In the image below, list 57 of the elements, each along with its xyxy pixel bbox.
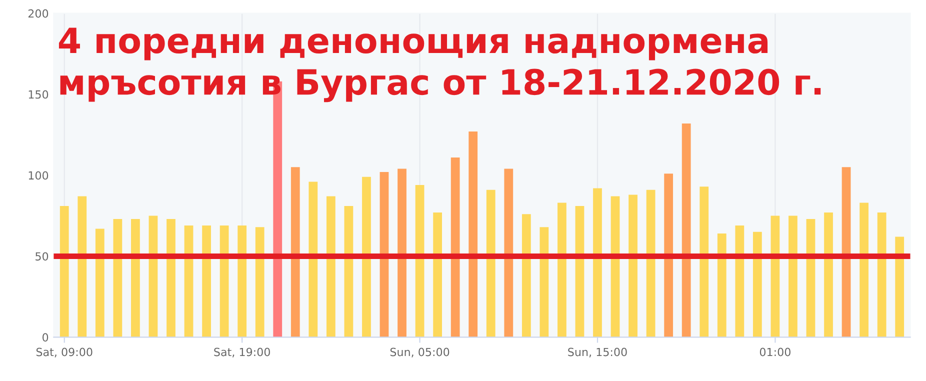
bar: [628, 194, 638, 338]
bar: [752, 232, 762, 338]
bar: [131, 218, 140, 338]
bar: [806, 218, 816, 338]
y-tick-label: 200: [28, 9, 48, 18]
bar: [113, 218, 122, 338]
bar: [238, 225, 247, 338]
bar: [575, 206, 584, 338]
y-tick-label: 0: [42, 333, 48, 342]
bar: [717, 234, 726, 338]
x-tick-label: Sat, 19:00: [214, 348, 270, 358]
bar: [468, 132, 478, 338]
y-tick-label: 50: [36, 252, 48, 261]
bar: [202, 225, 211, 338]
bar: [558, 202, 566, 338]
x-tick-label: Sun, 15:00: [568, 348, 627, 358]
bar: [148, 216, 158, 338]
bar: [380, 172, 389, 338]
y-tick-label: 150: [28, 90, 48, 99]
bar: [664, 174, 674, 338]
bar: [344, 206, 354, 338]
bar: [362, 176, 371, 338]
bar: [842, 167, 851, 338]
bar: [78, 196, 87, 338]
bar: [433, 212, 442, 338]
bar: [860, 202, 868, 338]
bar: [184, 225, 194, 338]
bar: [593, 188, 602, 338]
bar: [60, 206, 69, 338]
bar: [450, 157, 460, 338]
bar: [308, 182, 318, 338]
bar: [540, 227, 549, 338]
bar: [646, 190, 656, 338]
bar: [504, 168, 514, 338]
bar: [398, 168, 406, 338]
bar: [788, 216, 798, 338]
bar: [166, 218, 176, 338]
bar: [700, 186, 709, 338]
bar: [895, 236, 904, 338]
bar: [610, 196, 620, 338]
bar: [255, 227, 264, 338]
bar: [682, 123, 691, 338]
bar: [220, 225, 229, 338]
bar: [326, 196, 336, 338]
x-tick-label: Sun, 05:00: [390, 348, 450, 358]
y-tick-label: 100: [28, 171, 48, 180]
x-tick-label: 01:00: [760, 348, 790, 356]
bar: [877, 212, 886, 338]
bar: [290, 167, 300, 338]
bar: [95, 228, 104, 338]
bar: [770, 216, 780, 338]
bar: [522, 214, 531, 338]
bar: [824, 212, 833, 338]
bar: [486, 190, 496, 338]
x-tick-label: Sat, 09:00: [36, 348, 92, 358]
bar: [735, 225, 744, 338]
bar: [415, 184, 424, 338]
